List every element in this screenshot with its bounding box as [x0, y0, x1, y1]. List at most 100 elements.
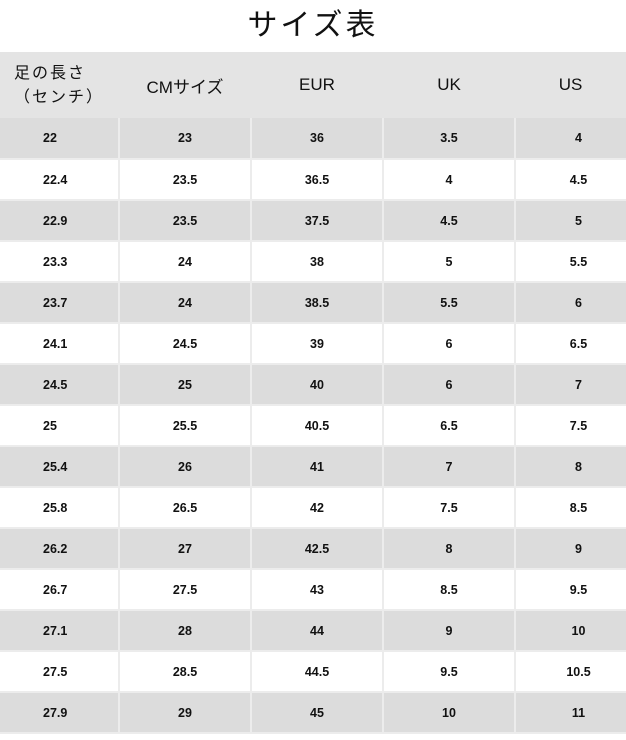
cell-us: 9.5 — [514, 569, 626, 611]
cell-us: 11 — [514, 692, 626, 734]
table-row: 22 23 36 3.5 4 — [0, 118, 626, 160]
table-row: 27.1 28 44 9 10 — [0, 610, 626, 652]
table-row: 26.7 27.5 43 8.5 9.5 — [0, 569, 626, 611]
cell-eur: 38.5 — [250, 282, 383, 324]
cell-us: 7.5 — [514, 405, 626, 447]
table-row: 24.1 24.5 39 6 6.5 — [0, 323, 626, 365]
table-row: 23.3 24 38 5 5.5 — [0, 241, 626, 283]
cell-foot-length: 22.9 — [0, 200, 119, 242]
cell-cm: 26 — [118, 446, 251, 488]
header-foot-length-line1: 足の長さ — [14, 63, 87, 82]
cell-us: 6.5 — [514, 323, 626, 365]
cell-us: 7 — [514, 364, 626, 406]
table-row: 24.5 25 40 6 7 — [0, 364, 626, 406]
cell-foot-length: 24.5 — [0, 364, 119, 406]
cell-uk: 5.5 — [382, 282, 515, 324]
cell-eur: 42.5 — [250, 528, 383, 570]
cell-foot-length: 25.8 — [0, 487, 119, 529]
cell-eur: 43 — [250, 569, 383, 611]
cell-foot-length: 23.7 — [0, 282, 119, 324]
cell-us: 10 — [514, 610, 626, 652]
cell-us: 6 — [514, 282, 626, 324]
cell-cm: 27 — [118, 528, 251, 570]
cell-eur: 42 — [250, 487, 383, 529]
cell-foot-length: 27.1 — [0, 610, 119, 652]
cell-uk: 9 — [382, 610, 515, 652]
cell-cm: 24.5 — [118, 323, 251, 365]
cell-eur: 39 — [250, 323, 383, 365]
table-row: 25.4 26 41 7 8 — [0, 446, 626, 488]
cell-uk: 4 — [382, 159, 515, 201]
cell-us: 5.5 — [514, 241, 626, 283]
cell-cm: 28 — [118, 610, 251, 652]
cell-uk: 6 — [382, 364, 515, 406]
cell-uk: 8 — [382, 528, 515, 570]
cell-foot-length: 27.5 — [0, 651, 119, 693]
size-table: 足の長さ （センチ） CMサイズ EUR UK US 22 23 36 3.5 4 22.… — [0, 52, 626, 734]
cell-eur: 40.5 — [250, 405, 383, 447]
cell-foot-length: 23.3 — [0, 241, 119, 283]
cell-uk: 7 — [382, 446, 515, 488]
table-row: 25.8 26.5 42 7.5 8.5 — [0, 487, 626, 529]
cell-eur: 37.5 — [250, 200, 383, 242]
cell-us: 8 — [514, 446, 626, 488]
cell-uk: 10 — [382, 692, 515, 734]
cell-cm: 27.5 — [118, 569, 251, 611]
cell-eur: 44 — [250, 610, 383, 652]
cell-foot-length: 22 — [0, 118, 119, 160]
page-title: サイズ表 — [247, 8, 379, 43]
header-foot-length: 足の長さ （センチ） — [0, 52, 119, 118]
cell-uk: 7.5 — [382, 487, 515, 529]
cell-foot-length: 24.1 — [0, 323, 119, 365]
cell-cm: 24 — [118, 282, 251, 324]
cell-cm: 26.5 — [118, 487, 251, 529]
header-us: US — [558, 75, 583, 94]
cell-uk: 6 — [382, 323, 515, 365]
cell-eur: 36.5 — [250, 159, 383, 201]
cell-foot-length: 25.4 — [0, 446, 119, 488]
cell-us: 8.5 — [514, 487, 626, 529]
cell-cm: 23.5 — [118, 159, 251, 201]
cell-cm: 23.5 — [118, 200, 251, 242]
header-uk: UK — [437, 75, 461, 94]
cell-cm: 24 — [118, 241, 251, 283]
table-row: 25 25.5 40.5 6.5 7.5 — [0, 405, 626, 447]
cell-us: 10.5 — [514, 651, 626, 693]
cell-foot-length: 26.2 — [0, 528, 119, 570]
cell-uk: 3.5 — [382, 118, 515, 160]
cell-us: 4 — [514, 118, 626, 160]
cell-cm: 29 — [118, 692, 251, 734]
cell-foot-length: 22.4 — [0, 159, 119, 201]
cell-cm: 25 — [118, 364, 251, 406]
table-row: 22.9 23.5 37.5 4.5 5 — [0, 200, 626, 242]
cell-us: 9 — [514, 528, 626, 570]
header-eur: EUR — [299, 75, 335, 94]
cell-eur: 41 — [250, 446, 383, 488]
cell-foot-length: 27.9 — [0, 692, 119, 734]
cell-cm: 25.5 — [118, 405, 251, 447]
cell-uk: 4.5 — [382, 200, 515, 242]
cell-uk: 8.5 — [382, 569, 515, 611]
cell-uk: 5 — [382, 241, 515, 283]
cell-uk: 9.5 — [382, 651, 515, 693]
table-row: 27.5 28.5 44.5 9.5 10.5 — [0, 651, 626, 693]
table-row: 26.2 27 42.5 8 9 — [0, 528, 626, 570]
table-header-row: 足の長さ （センチ） CMサイズ EUR UK US — [0, 52, 626, 118]
table-row: 27.9 29 45 10 11 — [0, 692, 626, 734]
cell-foot-length: 25 — [0, 405, 119, 447]
cell-eur: 40 — [250, 364, 383, 406]
cell-cm: 28.5 — [118, 651, 251, 693]
cell-us: 5 — [514, 200, 626, 242]
header-foot-length-line2: （センチ） — [14, 87, 105, 106]
header-cm: CMサイズ — [146, 77, 224, 97]
cell-eur: 45 — [250, 692, 383, 734]
cell-eur: 36 — [250, 118, 383, 160]
cell-us: 4.5 — [514, 159, 626, 201]
cell-eur: 44.5 — [250, 651, 383, 693]
table-row: 22.4 23.5 36.5 4 4.5 — [0, 159, 626, 201]
cell-foot-length: 26.7 — [0, 569, 119, 611]
table-row: 23.7 24 38.5 5.5 6 — [0, 282, 626, 324]
cell-eur: 38 — [250, 241, 383, 283]
cell-cm: 23 — [118, 118, 251, 160]
cell-uk: 6.5 — [382, 405, 515, 447]
